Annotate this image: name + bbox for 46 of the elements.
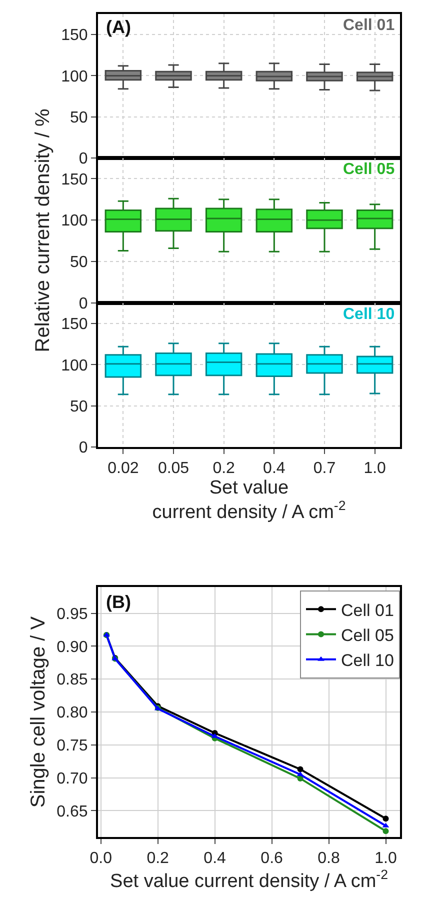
y-tick-label: 100 bbox=[61, 212, 88, 230]
y-tick-label: 0.85 bbox=[56, 672, 88, 689]
y-axis-title: Single cell voltage / V bbox=[28, 616, 50, 808]
point bbox=[297, 766, 304, 772]
x-tick-label: 0.2 bbox=[212, 460, 236, 478]
annotation: (A) bbox=[106, 17, 131, 37]
y-tick-label: 50 bbox=[70, 109, 88, 126]
y-axis-title: Relative current density / % bbox=[32, 108, 54, 352]
annotation: (B) bbox=[106, 592, 131, 612]
x-tick-label: 0.2 bbox=[146, 850, 170, 868]
legend-label: Cell 10 bbox=[341, 651, 394, 670]
y-tick-label: 0.75 bbox=[56, 737, 88, 754]
x-tick-label: 1.0 bbox=[364, 460, 386, 478]
y-tick-label: 100 bbox=[61, 68, 88, 86]
y-tick-label: 0.90 bbox=[56, 638, 88, 656]
x-tick-label: 0.4 bbox=[204, 850, 226, 868]
y-tick-label: 50 bbox=[70, 398, 88, 416]
x-tick-label: 0.0 bbox=[90, 850, 112, 868]
x-axis-title: Set value current density / A cm$^{-2}$ bbox=[110, 867, 388, 892]
y-tick-label: 150 bbox=[61, 27, 88, 44]
x-tick-label: 0.6 bbox=[260, 850, 284, 868]
y-tick-label: 0.95 bbox=[56, 606, 88, 623]
series-label: Cell 10 bbox=[343, 306, 395, 323]
y-tick-label: 150 bbox=[61, 171, 88, 188]
x-tick-label: 0.05 bbox=[158, 460, 190, 478]
point bbox=[382, 828, 389, 834]
y-tick-label: 50 bbox=[70, 254, 88, 272]
y-tick-label: 100 bbox=[61, 357, 88, 374]
y-tick-label: 0.80 bbox=[56, 704, 88, 722]
y-tick-label: 0 bbox=[78, 440, 88, 457]
x-tick-label: 0.7 bbox=[313, 460, 336, 478]
x-axis-title: Set value current density / A cm$^{-2}$ bbox=[152, 478, 346, 524]
text: Cell 01 bbox=[343, 17, 395, 34]
y-tick-label: 0 bbox=[78, 150, 88, 168]
point bbox=[382, 816, 389, 822]
y-tick-label: 150 bbox=[61, 316, 88, 334]
legend-label: Cell 05 bbox=[341, 626, 394, 645]
y-tick-label: 0 bbox=[78, 296, 88, 313]
y-tick-label: 0.65 bbox=[56, 803, 88, 820]
x-tick-label: 0.8 bbox=[318, 850, 340, 868]
legend-label: Cell 01 bbox=[341, 600, 394, 620]
y-tick-label: 0.70 bbox=[56, 770, 88, 788]
x-tick-label: 0.4 bbox=[263, 460, 286, 478]
x-tick-label: 0.02 bbox=[108, 460, 139, 478]
x-tick-label: 1.0 bbox=[374, 850, 397, 868]
text: Cell 05 bbox=[343, 161, 395, 178]
